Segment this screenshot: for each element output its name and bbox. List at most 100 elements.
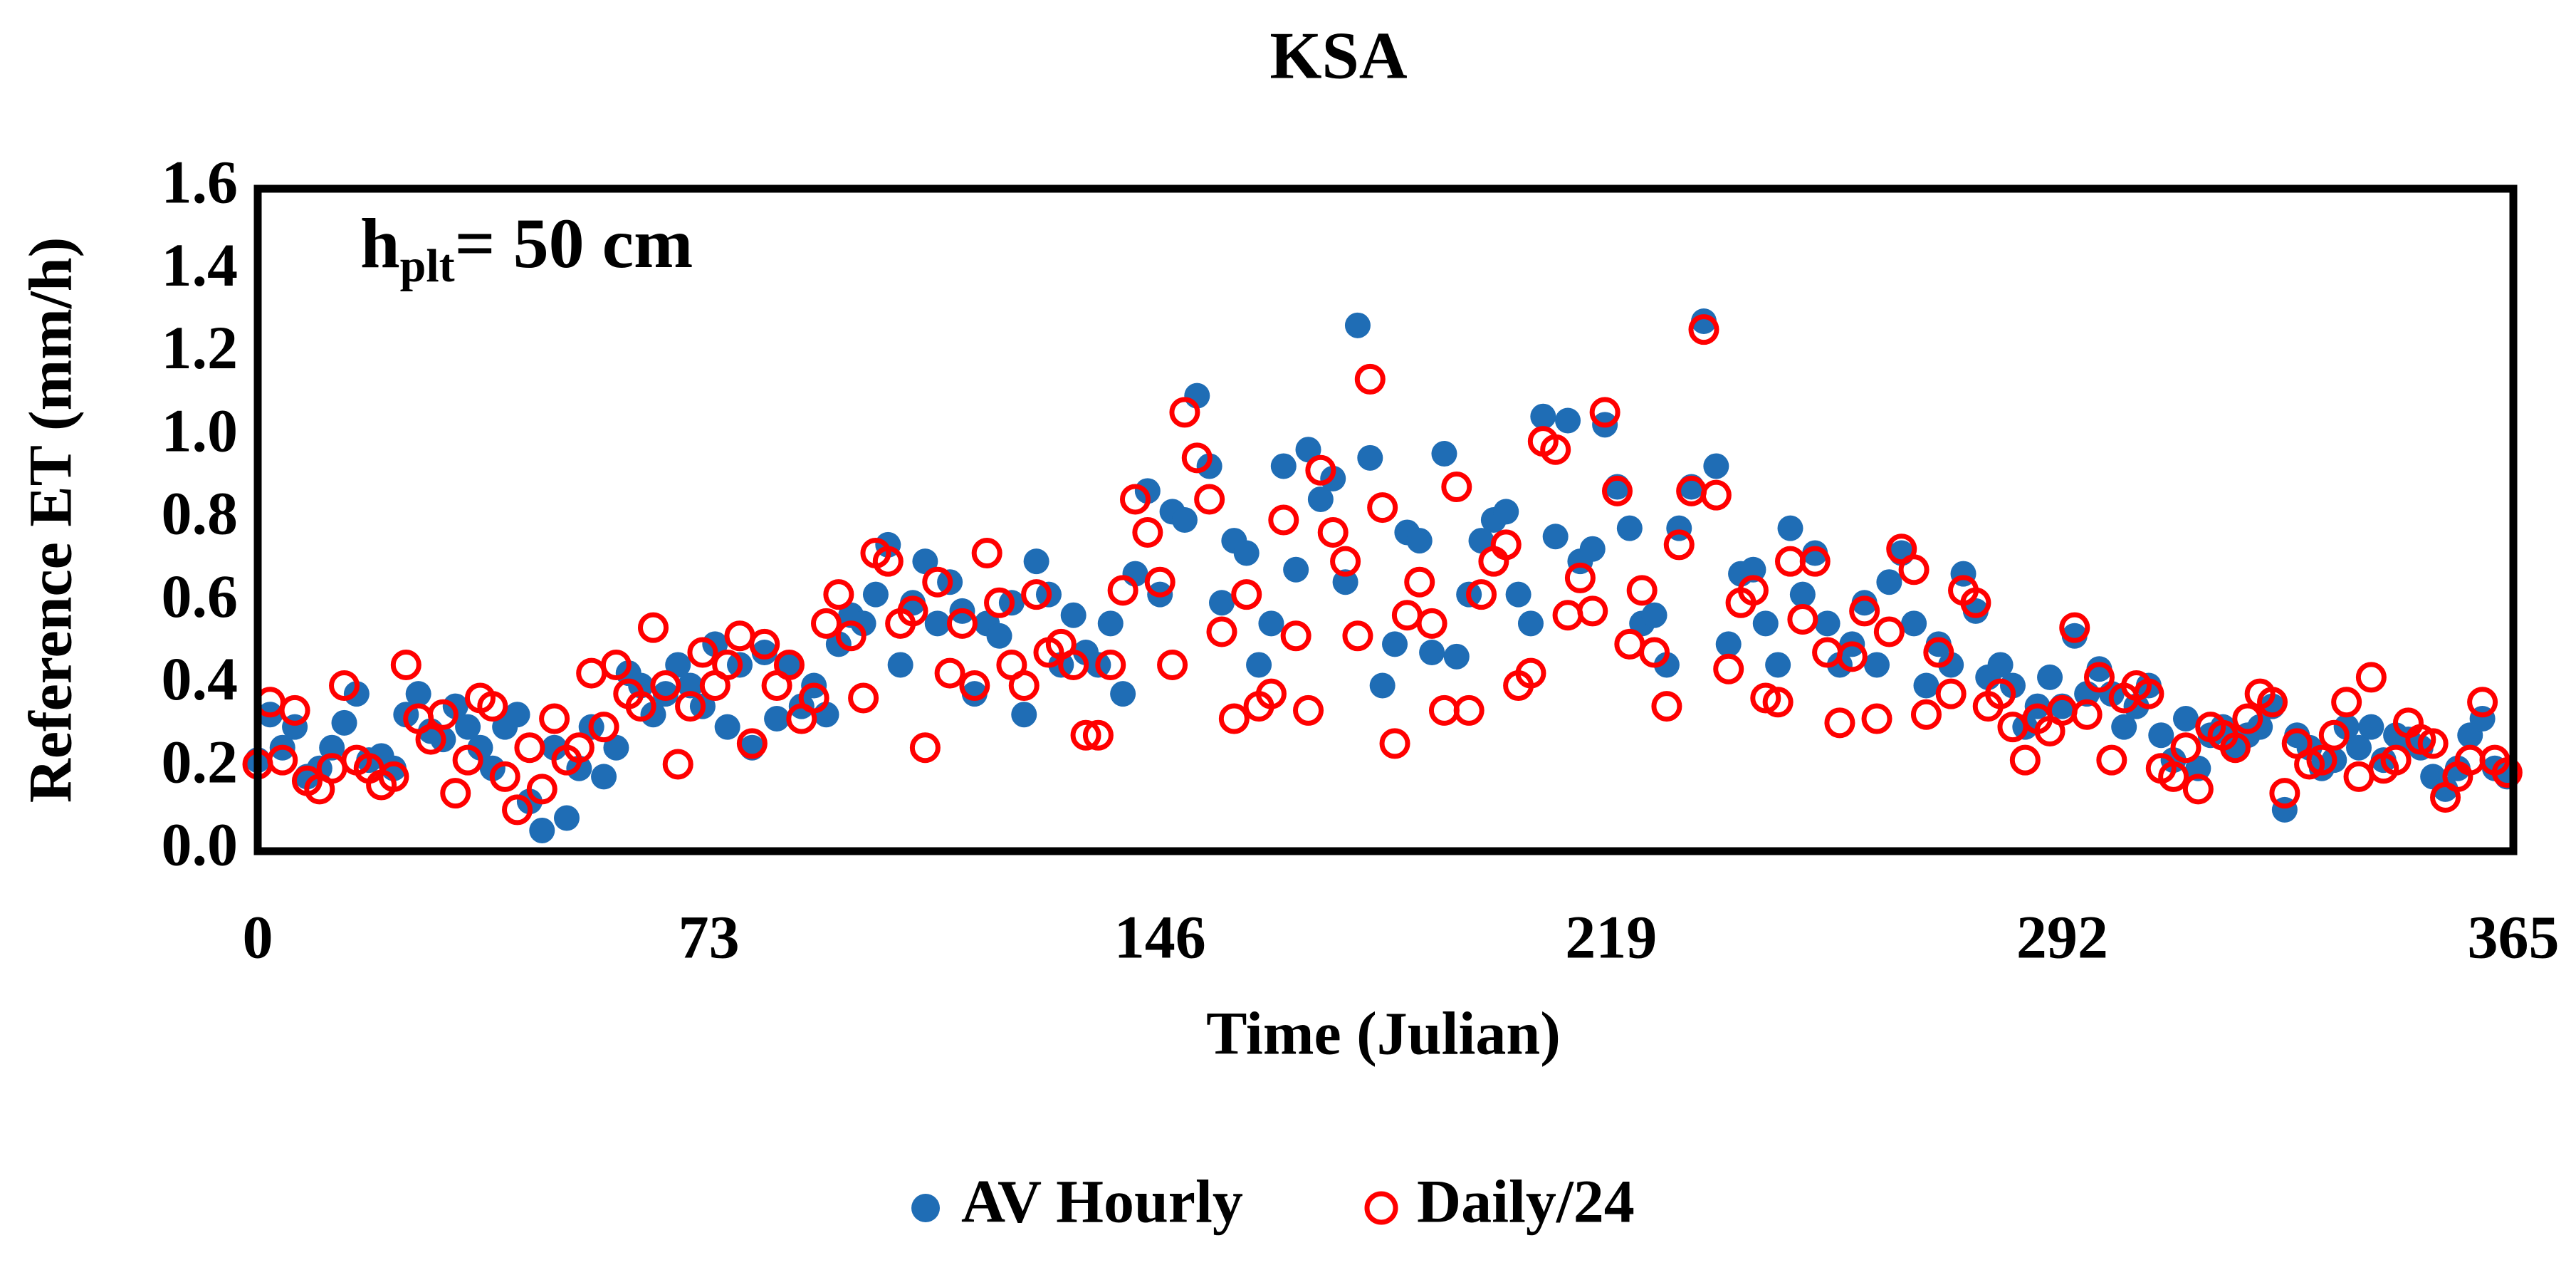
data-point <box>576 657 607 689</box>
data-point <box>2269 778 2300 809</box>
data-point <box>1468 528 1494 554</box>
data-point <box>1021 579 1052 610</box>
x-tick-label: 0 <box>243 903 273 972</box>
data-point <box>1579 536 1606 562</box>
data-point <box>1663 529 1695 561</box>
data-point <box>502 794 533 826</box>
data-point <box>2071 699 2103 730</box>
data-point <box>1280 620 1311 652</box>
data-point <box>1515 657 1546 689</box>
data-point <box>1762 687 1794 718</box>
data-point <box>1777 515 1803 541</box>
data-point <box>1814 610 1841 637</box>
data-point <box>329 670 360 701</box>
data-point <box>2170 732 2201 764</box>
data-point <box>2232 703 2263 734</box>
annotation-subscript: plt <box>400 240 455 292</box>
data-point <box>1268 504 1299 536</box>
data-point <box>776 652 802 678</box>
data-point <box>1864 652 1890 678</box>
data-point <box>961 681 988 707</box>
data-point <box>1616 515 1643 541</box>
data-point <box>1923 637 1954 668</box>
data-point <box>1023 548 1049 575</box>
data-point <box>712 649 743 680</box>
data-point <box>662 749 693 780</box>
data-point <box>1910 699 1942 730</box>
data-point <box>1354 363 1386 395</box>
data-point <box>1639 637 1670 668</box>
data-point <box>1824 707 1855 739</box>
data-point <box>1011 702 1037 728</box>
data-point <box>1987 652 2014 678</box>
annotation: hplt= 50 cm <box>360 204 693 292</box>
data-point <box>1690 308 1717 334</box>
data-point <box>2133 678 2164 709</box>
plot-frame <box>253 184 2518 855</box>
chart-title: KSA <box>1269 19 1407 93</box>
data-point <box>427 699 459 730</box>
data-point <box>637 612 669 643</box>
data-point <box>1787 604 1818 635</box>
data-point <box>1466 579 1497 610</box>
data-point <box>1332 569 1358 595</box>
data-point <box>2380 744 2412 776</box>
data-point <box>1700 479 1732 511</box>
data-point <box>1873 616 1905 647</box>
data-point <box>1171 507 1198 533</box>
annotation-suffix: = 50 cm <box>455 204 693 283</box>
data-point <box>986 623 1012 649</box>
data-point <box>2219 732 2251 764</box>
y-tick-label: 0.0 <box>162 811 239 879</box>
data-point <box>378 761 409 792</box>
data-point <box>714 714 740 740</box>
data-point <box>749 628 780 660</box>
data-point <box>1293 694 1324 726</box>
data-point <box>1208 590 1235 616</box>
data-point <box>764 706 790 732</box>
data-point <box>1119 484 1151 515</box>
data-point <box>553 805 580 831</box>
data-point <box>1317 516 1349 548</box>
data-point <box>1095 649 1126 680</box>
data-point <box>588 712 619 743</box>
data-point <box>687 637 718 668</box>
data-point <box>1307 486 1334 512</box>
data-point <box>1626 575 1658 606</box>
data-point <box>1490 529 1522 561</box>
data-point <box>1283 556 1309 583</box>
data-point <box>2417 728 2449 759</box>
data-point <box>1962 598 1989 624</box>
data-point <box>2037 664 2063 690</box>
x-tick-label: 219 <box>1565 903 1657 972</box>
data-point <box>2358 714 2384 740</box>
data-point <box>591 764 617 790</box>
data-point <box>1344 312 1371 338</box>
data-point <box>1530 403 1556 430</box>
data-point <box>2467 687 2498 718</box>
data-point <box>1861 703 1892 734</box>
data-point <box>1169 397 1200 428</box>
data-point <box>1542 524 1569 550</box>
data-point <box>390 649 422 680</box>
x-axis-label: Time (Julian) <box>1206 999 1561 1068</box>
legend-marker <box>1364 1191 1398 1225</box>
data-point <box>872 546 904 577</box>
data-point <box>984 587 1015 618</box>
data-point <box>1330 546 1361 577</box>
data-point <box>1419 640 1445 665</box>
data-point <box>2009 744 2041 776</box>
data-point <box>1406 528 1433 554</box>
data-point <box>504 702 530 728</box>
data-point <box>563 732 595 764</box>
y-tick-label: 1.4 <box>162 231 239 299</box>
data-point <box>1651 691 1682 722</box>
data-point <box>2355 662 2387 693</box>
data-point <box>850 610 876 637</box>
data-point <box>1258 610 1284 637</box>
data-point <box>1555 407 1581 434</box>
data-point <box>2158 761 2189 792</box>
data-point <box>1255 678 1287 709</box>
data-point <box>2331 687 2362 718</box>
